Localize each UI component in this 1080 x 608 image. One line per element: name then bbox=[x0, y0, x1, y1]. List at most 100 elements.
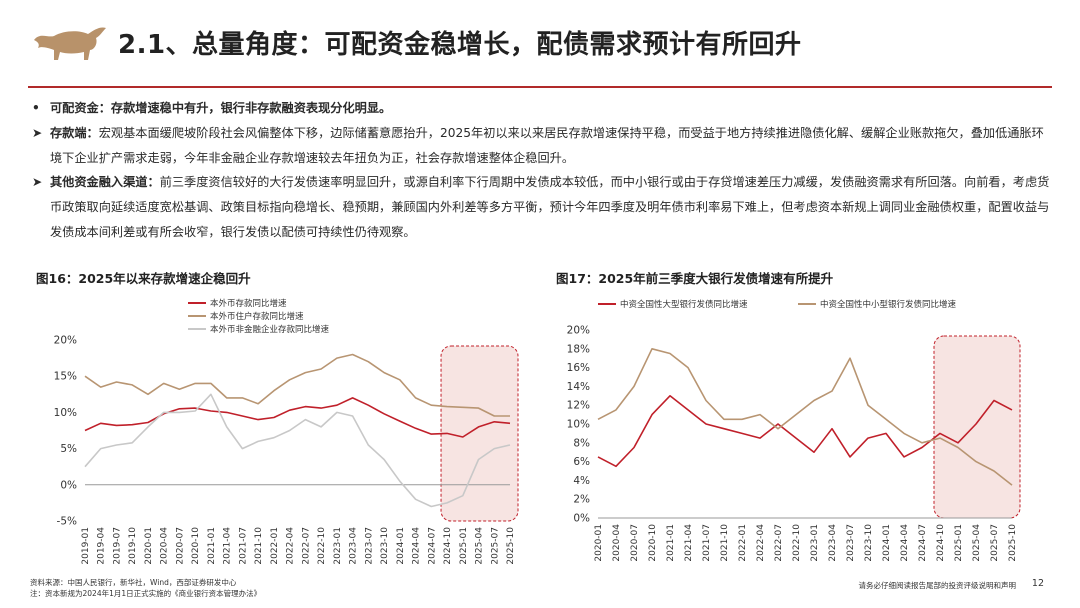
bullet-item: • 可配资金：存款增速稳中有升，银行非存款融资表现分化明显。 bbox=[32, 96, 1052, 121]
bullet-heading: 其他资金融入渠道： bbox=[50, 175, 160, 190]
series-line bbox=[84, 353, 510, 417]
header-divider bbox=[28, 86, 1052, 88]
x-tick-label: 2022-01 bbox=[270, 527, 280, 565]
page-title: 2.1、总量角度：可配资金稳增长，配债需求预计有所回升 bbox=[118, 30, 802, 60]
x-tick-label: 2024-01 bbox=[396, 527, 406, 565]
legend-label: 本外币存款同比增速 bbox=[210, 298, 287, 309]
series-line bbox=[597, 395, 1013, 468]
x-tick-label: 2024-01 bbox=[882, 524, 892, 562]
x-tick-label: 2022-01 bbox=[738, 524, 748, 562]
x-tick-label: 2021-10 bbox=[720, 524, 730, 562]
x-tick-label: 2021-04 bbox=[223, 527, 233, 565]
x-tick-label: 2021-10 bbox=[254, 527, 264, 565]
x-tick-label: 2025-01 bbox=[954, 524, 964, 562]
x-tick-label: 2019-10 bbox=[128, 527, 138, 565]
y-tick-label: 15% bbox=[54, 371, 77, 383]
bullet-marker: ➤ bbox=[32, 125, 43, 140]
page-number: 12 bbox=[1031, 578, 1044, 589]
bullet-list: • 可配资金：存款增速稳中有升，银行非存款融资表现分化明显。 ➤ 存款端：宏观基… bbox=[32, 96, 1052, 245]
x-tick-label: 2021-04 bbox=[684, 524, 694, 562]
x-tick-label: 2023-01 bbox=[810, 524, 820, 562]
footnote: 注：资本新规为2024年1月1日正式实施的《商业银行资本管理办法》 bbox=[30, 589, 262, 598]
bullet-text: 前三季度资信较好的大行发债速率明显回升，或源自利率下行周期中发债成本较低，而中小… bbox=[50, 175, 1050, 239]
x-tick-label: 2021-07 bbox=[702, 524, 712, 562]
legend-label: 中资全国性中小型银行发债同比增速 bbox=[820, 299, 957, 310]
x-tick-label: 2025-04 bbox=[475, 527, 485, 565]
y-tick-label: 18% bbox=[567, 343, 590, 355]
bullet-item: ➤ 其他资金融入渠道：前三季度资信较好的大行发债速率明显回升，或源自利率下行周期… bbox=[32, 170, 1052, 244]
x-tick-label: 2019-04 bbox=[97, 527, 107, 565]
x-tick-label: 2025-07 bbox=[490, 527, 500, 565]
x-tick-label: 2024-07 bbox=[427, 527, 437, 565]
x-tick-label: 2021-07 bbox=[238, 527, 248, 565]
bull-logo-icon bbox=[34, 27, 106, 61]
x-tick-label: 2019-01 bbox=[81, 527, 91, 565]
disclaimer: 请务必仔细阅读报告尾部的投资评级说明和声明 bbox=[858, 581, 1017, 590]
x-tick-label: 2021-01 bbox=[207, 527, 217, 565]
y-tick-label: 2% bbox=[573, 494, 590, 506]
bullet-item: ➤ 存款端：宏观基本面缓爬坡阶段社会风偏整体下移，边际储蓄意愿抬升，2025年初… bbox=[32, 121, 1052, 171]
y-tick-label: 6% bbox=[573, 456, 590, 468]
y-tick-label: 16% bbox=[567, 362, 590, 374]
y-tick-label: 14% bbox=[567, 381, 590, 393]
x-tick-label: 2022-07 bbox=[301, 527, 311, 565]
x-tick-label: 2020-04 bbox=[612, 524, 622, 562]
x-tick-label: 2025-04 bbox=[972, 524, 982, 562]
y-tick-label: 12% bbox=[567, 400, 590, 412]
x-tick-label: 2020-04 bbox=[160, 527, 170, 565]
x-tick-label: 2025-07 bbox=[990, 524, 1000, 562]
x-tick-label: 2023-10 bbox=[380, 527, 390, 565]
x-tick-label: 2020-07 bbox=[175, 527, 185, 565]
x-tick-label: 2023-07 bbox=[364, 527, 374, 565]
chart-title-fig17: 图17：2025年前三季度大银行发债增速有所提升 bbox=[556, 271, 834, 286]
deposit-growth-chart: -5% 0% 5% 10% 15% 20% 2019-01 2019-04 2019-07 201… bbox=[54, 298, 519, 565]
legend-label: 本外币非金融企业存款同比增速 bbox=[210, 324, 330, 335]
bullet-heading: 可配资金：存款增速稳中有升，银行非存款融资表现分化明显。 bbox=[50, 101, 392, 115]
x-tick-label: 2024-10 bbox=[443, 527, 453, 565]
x-tick-label: 2024-10 bbox=[936, 524, 946, 562]
x-tick-label: 2022-10 bbox=[317, 527, 327, 565]
x-tick-label: 2022-04 bbox=[286, 527, 296, 565]
x-tick-label: 2022-04 bbox=[756, 524, 766, 562]
x-tick-label: 2022-10 bbox=[792, 524, 802, 562]
x-tick-label: 2025-10 bbox=[1008, 524, 1018, 562]
bullet-marker: • bbox=[32, 101, 40, 115]
y-tick-label: 5% bbox=[60, 443, 77, 455]
x-tick-label: 2025-10 bbox=[506, 527, 516, 565]
y-tick-label: -5% bbox=[57, 516, 77, 528]
y-tick-label: 20% bbox=[567, 325, 590, 337]
x-tick-label: 2023-04 bbox=[349, 527, 359, 565]
y-tick-label: 0% bbox=[573, 513, 590, 525]
x-tick-label: 2025-01 bbox=[459, 527, 469, 565]
x-tick-label: 2023-04 bbox=[828, 524, 838, 562]
x-tick-label: 2020-07 bbox=[630, 524, 640, 562]
x-tick-label: 2023-10 bbox=[864, 524, 874, 562]
series-line bbox=[597, 347, 1013, 486]
y-tick-label: 10% bbox=[567, 419, 590, 431]
y-tick-label: 4% bbox=[573, 475, 590, 487]
x-tick-label: 2024-07 bbox=[918, 524, 928, 562]
x-tick-label: 2021-01 bbox=[666, 524, 676, 562]
x-tick-label: 2020-10 bbox=[191, 527, 201, 565]
highlight-region bbox=[933, 335, 1021, 519]
x-tick-label: 2024-04 bbox=[412, 527, 422, 565]
y-tick-label: 10% bbox=[54, 407, 77, 419]
x-tick-label: 2020-10 bbox=[648, 524, 658, 562]
source-note: 资料来源：中国人民银行，新华社，Wind，西部证券研发中心 bbox=[30, 578, 237, 587]
x-tick-label: 2019-07 bbox=[112, 527, 122, 565]
y-tick-label: 20% bbox=[54, 335, 77, 347]
legend-label: 本外币住户存款同比增速 bbox=[210, 311, 304, 322]
x-tick-label: 2020-01 bbox=[144, 527, 154, 565]
y-tick-label: 8% bbox=[573, 437, 590, 449]
bullet-heading: 存款端： bbox=[50, 125, 99, 140]
chart-title-fig16: 图16：2025年以来存款增速企稳回升 bbox=[36, 271, 251, 286]
highlight-region bbox=[440, 345, 519, 522]
series-line bbox=[84, 393, 511, 508]
x-tick-label: 2023-01 bbox=[333, 527, 343, 565]
x-tick-label: 2023-07 bbox=[846, 524, 856, 562]
legend-label: 中资全国性大型银行发债同比增速 bbox=[620, 299, 748, 310]
x-tick-label: 2024-04 bbox=[900, 524, 910, 562]
bullet-text: 宏观基本面缓爬坡阶段社会风偏整体下移，边际储蓄意愿抬升，2025年初以来以来居民… bbox=[50, 125, 1044, 165]
y-tick-label: 0% bbox=[60, 479, 77, 491]
series-line bbox=[84, 397, 511, 438]
